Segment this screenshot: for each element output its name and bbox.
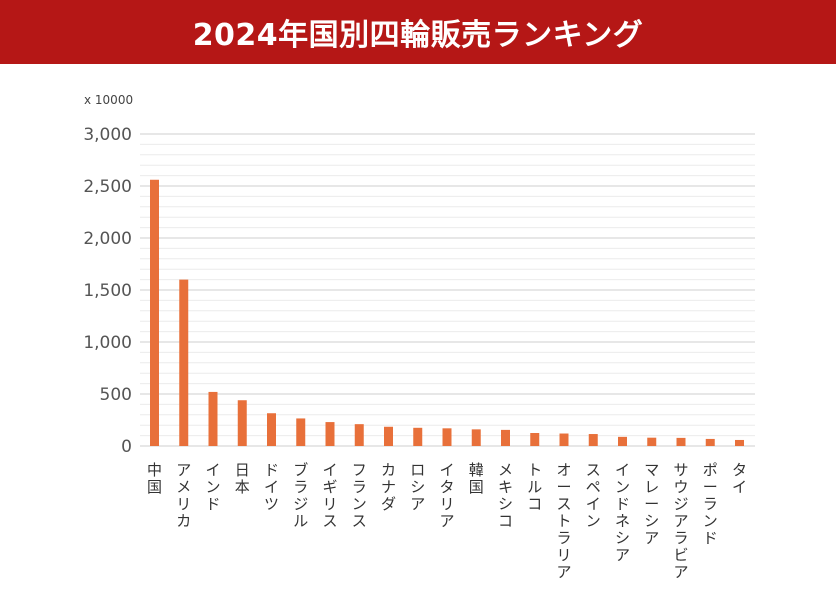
bar — [647, 437, 657, 446]
y-tick-label: 2,000 — [83, 229, 132, 249]
bar — [530, 433, 540, 446]
bar — [413, 427, 423, 446]
y-tick-label: 3,000 — [83, 125, 132, 145]
bar — [676, 437, 686, 446]
bar — [296, 418, 306, 446]
x-category-label: トルコ — [527, 461, 542, 513]
x-category-label: ドイツ — [264, 461, 279, 513]
unit-note: x 10000 — [84, 93, 133, 107]
chart-area: x 10000 0 500 1,000 1,500 2,000 2,500 3,000 中国… — [0, 64, 836, 609]
bar — [384, 426, 393, 446]
bar-chart: x 10000 0 500 1,000 1,500 2,000 2,500 3,000 中国… — [83, 93, 755, 581]
bar — [267, 413, 276, 446]
x-axis-labels: 中国アメリカインド日本ドイツブラジルイギリスフランスカナダロシアイタリア韓国メキ… — [147, 461, 747, 581]
bar — [735, 439, 744, 446]
x-category-label: オーストラリア — [556, 461, 571, 581]
title-banner: 2024年国別四輪販売ランキング — [0, 0, 836, 64]
bar — [179, 279, 189, 446]
x-category-label: 韓国 — [469, 461, 484, 496]
x-category-label: インド — [205, 461, 220, 513]
chart-title: 2024年国別四輪販売ランキング — [192, 18, 644, 53]
bar — [442, 428, 452, 446]
y-tick-label: 1,500 — [83, 281, 132, 301]
y-tick-label: 1,000 — [83, 333, 132, 353]
x-category-label: 日本 — [235, 461, 250, 496]
grid-lines — [140, 133, 755, 447]
bar — [150, 179, 159, 446]
x-category-label: タイ — [732, 461, 747, 496]
bar — [208, 391, 218, 446]
x-category-label: マレーシア — [644, 461, 659, 547]
bar — [471, 429, 481, 446]
bar — [559, 433, 569, 446]
bars — [150, 179, 744, 446]
y-axis-ticks: 0 500 1,000 1,500 2,000 2,500 3,000 — [83, 125, 132, 457]
x-category-label: イギリス — [322, 461, 337, 530]
bar — [237, 400, 247, 446]
x-category-label: フランス — [352, 461, 367, 530]
x-category-label: アメリカ — [176, 461, 191, 530]
x-category-label: ポーランド — [703, 461, 718, 547]
x-category-label: カナダ — [381, 461, 396, 513]
bar — [325, 422, 335, 446]
bar — [501, 429, 510, 446]
x-category-label: 中国 — [147, 461, 162, 496]
x-category-label: スペイン — [586, 461, 601, 530]
x-category-label: イタリア — [439, 461, 454, 530]
x-category-label: メキシコ — [498, 461, 513, 530]
bar — [588, 434, 598, 446]
x-category-label: ロシア — [410, 461, 425, 513]
y-tick-label: 500 — [100, 385, 132, 405]
x-category-label: インドネシア — [615, 461, 630, 564]
bar — [618, 436, 627, 446]
bar — [354, 424, 364, 446]
y-tick-label: 0 — [121, 437, 132, 457]
x-category-label: ブラジル — [293, 461, 308, 530]
x-category-label: サウジアラビア — [673, 461, 688, 581]
bar — [705, 438, 715, 446]
y-tick-label: 2,500 — [83, 177, 132, 197]
